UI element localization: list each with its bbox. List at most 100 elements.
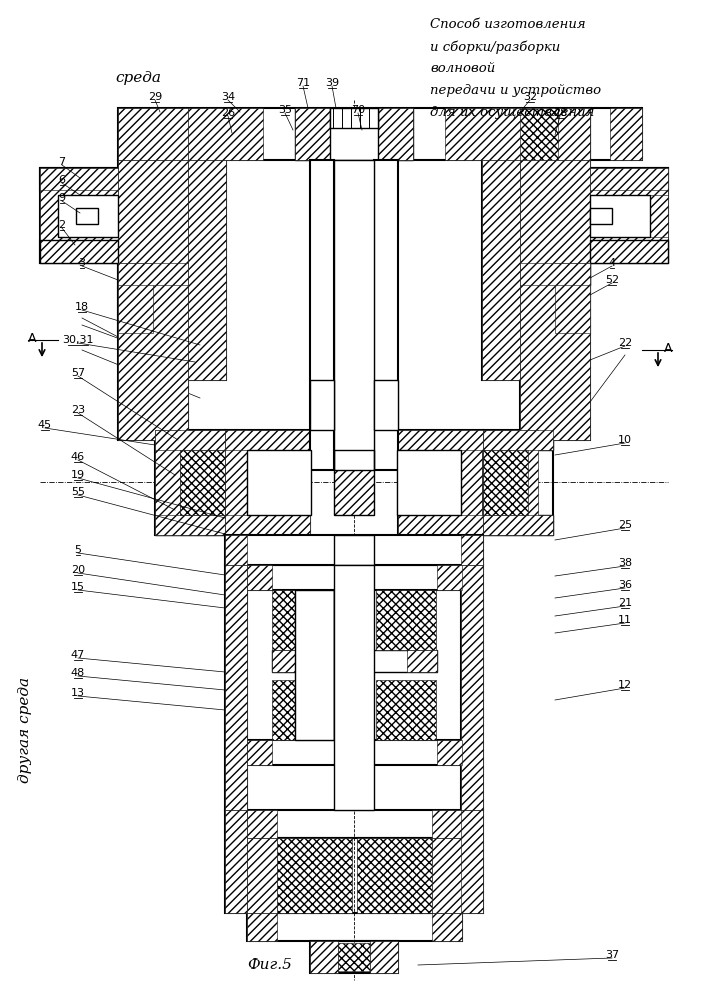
Bar [376,590,436,650]
Bar [520,263,590,285]
Bar [520,160,590,440]
Text: 36: 36 [618,580,632,590]
Text: 45: 45 [38,420,52,430]
Bar [118,160,188,440]
Bar [225,565,247,810]
Text: 48: 48 [71,668,85,678]
Bar [334,450,374,515]
Text: 6: 6 [59,175,66,185]
Text: 23: 23 [71,405,85,415]
Bar [555,263,590,333]
Text: 26: 26 [221,108,235,118]
Bar [376,680,436,740]
Text: 20: 20 [71,565,85,575]
Bar [461,810,483,913]
Bar [650,195,668,237]
Bar [118,263,188,285]
Text: 22: 22 [618,338,632,348]
Bar [225,810,247,913]
Bar [40,168,118,263]
Bar [374,380,398,430]
Bar [483,450,528,515]
Bar [118,263,188,333]
Bar [378,108,413,160]
Bar [272,650,437,672]
Text: 46: 46 [71,452,85,462]
Text: A: A [664,342,672,355]
Bar [590,195,650,203]
Bar [118,263,153,333]
Text: 10: 10 [618,435,632,445]
Text: Способ изготовления: Способ изготовления [430,18,585,31]
Bar [461,535,483,565]
Bar [40,240,118,263]
Text: 70: 70 [351,105,365,115]
Bar [398,430,483,535]
Bar [225,430,247,535]
Bar [357,838,432,913]
Text: 39: 39 [325,78,339,88]
Text: 34: 34 [221,92,235,102]
Bar [483,515,553,535]
Bar [334,535,374,565]
Bar [483,430,553,450]
Bar [155,515,225,535]
Bar [482,160,520,380]
Text: для их осуществления: для их осуществления [430,106,595,119]
Text: 21: 21 [618,598,632,608]
Bar [590,240,668,263]
Text: 7: 7 [59,157,66,167]
Text: 18: 18 [75,302,89,312]
Bar [40,168,118,190]
Text: другая среда: другая среда [18,677,32,783]
Bar [374,380,398,430]
Bar [225,515,310,535]
Text: 12: 12 [618,680,632,690]
Bar [58,195,118,203]
Bar [247,810,462,838]
Bar [461,565,483,810]
Bar [334,160,374,470]
Bar [610,108,642,160]
Bar [225,430,310,535]
Bar [58,195,76,237]
Bar [490,108,558,160]
Text: 30,31: 30,31 [62,335,94,345]
Bar [272,650,302,672]
Bar [590,168,668,263]
Bar [155,515,225,535]
Bar [445,108,520,160]
Bar [397,450,461,515]
Bar [378,108,413,160]
Bar [590,168,668,190]
Text: 32: 32 [523,92,537,102]
Text: 13: 13 [71,688,85,698]
Bar [330,108,398,160]
Bar [247,450,311,515]
Bar [247,913,462,941]
Bar [330,108,378,160]
Bar [432,810,462,838]
Bar [247,740,272,765]
Bar [520,263,590,285]
Text: 28: 28 [553,108,567,118]
Bar [277,838,352,913]
Bar [118,160,188,440]
Bar [40,240,118,263]
Bar [590,229,650,237]
Bar [247,810,277,838]
Bar [461,810,483,913]
Bar [330,108,378,128]
Bar [432,913,462,941]
Bar [155,430,225,450]
Text: 5: 5 [74,545,81,555]
Bar [590,195,650,237]
Bar [310,160,334,470]
Bar [432,838,462,913]
Bar [334,565,346,810]
Bar [180,450,225,515]
Text: 3: 3 [78,258,86,268]
Bar [225,565,247,810]
Bar [310,941,338,973]
Bar [295,590,334,740]
